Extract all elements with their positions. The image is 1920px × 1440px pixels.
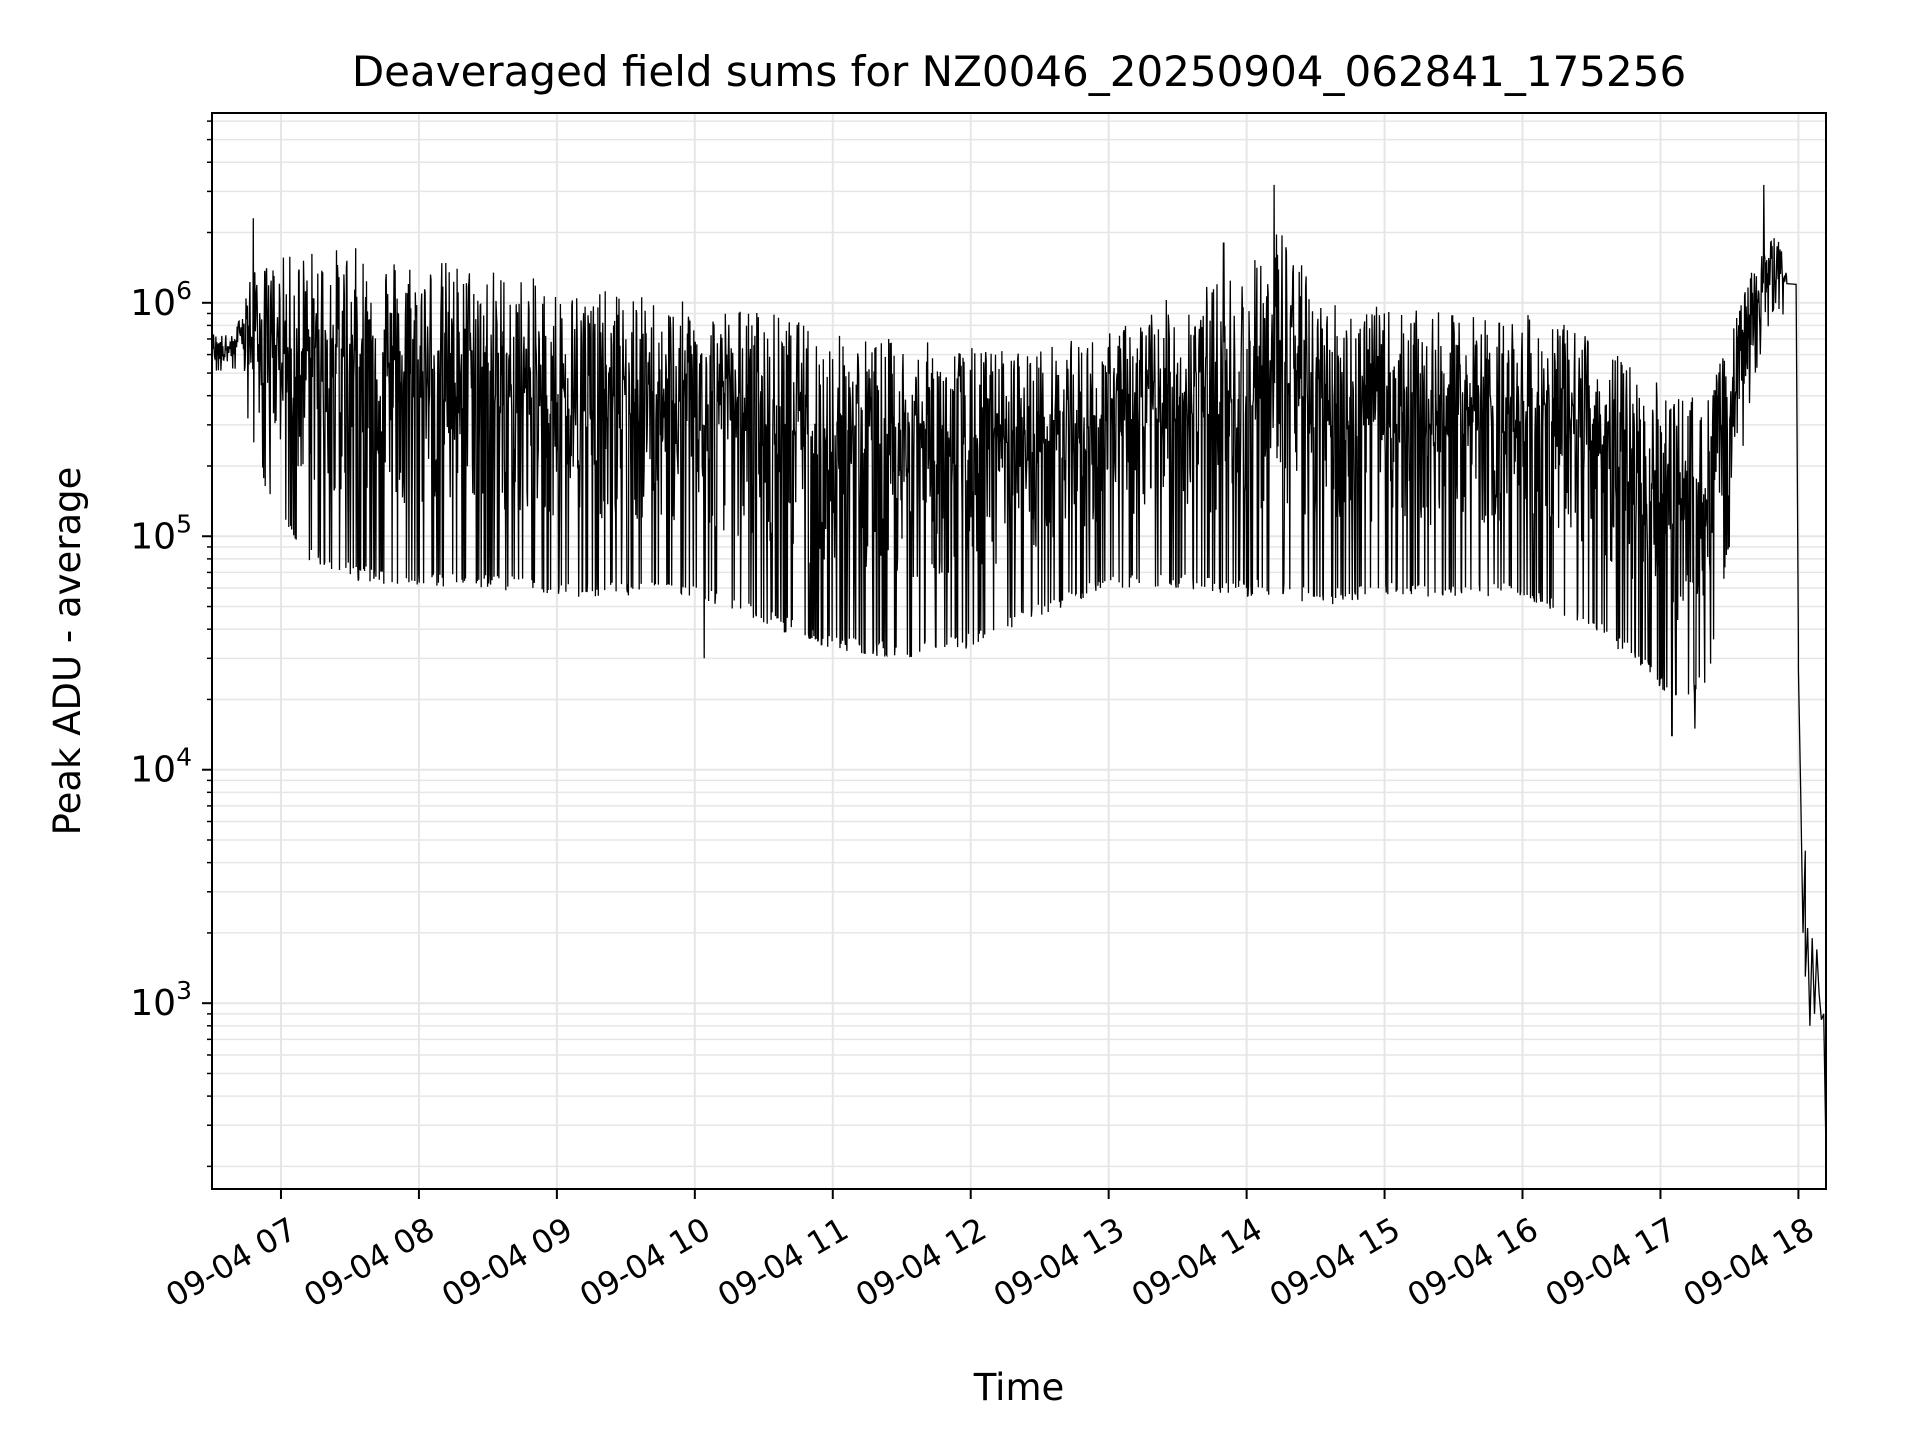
y-tick-label: 105 (130, 509, 192, 557)
y-tick-label: 106 (130, 276, 192, 324)
x-tick-label: 09-04 07 (159, 1210, 303, 1315)
y-tick-label: 103 (130, 976, 192, 1024)
grid-lines (212, 113, 1826, 1189)
x-tick-label: 09-04 08 (297, 1210, 441, 1315)
chart-title: Deaveraged field sums for NZ0046_2025090… (352, 47, 1686, 96)
y-axis-label: Peak ADU - average (46, 467, 89, 836)
x-tick-label: 09-04 09 (435, 1210, 579, 1315)
x-tick-label: 09-04 18 (1677, 1210, 1821, 1315)
series-polyline (211, 184, 1827, 1153)
x-tick-label: 09-04 13 (987, 1210, 1131, 1315)
series-line (211, 184, 1827, 1153)
x-tick-label: 09-04 17 (1539, 1210, 1683, 1315)
y-tick-label: 104 (130, 743, 192, 791)
y-axis-ticks: 103 104 105 106 (130, 120, 212, 1168)
plot-frame (211, 112, 1827, 1190)
x-tick-label: 09-04 11 (711, 1210, 855, 1315)
x-axis-label: Time (973, 1366, 1065, 1409)
x-tick-label: 09-04 15 (1263, 1210, 1407, 1315)
x-tick-label: 09-04 12 (849, 1210, 993, 1315)
x-tick-label: 09-04 10 (573, 1210, 717, 1315)
x-tick-label: 09-04 16 (1401, 1210, 1545, 1315)
x-tick-label: 09-04 14 (1125, 1210, 1269, 1315)
